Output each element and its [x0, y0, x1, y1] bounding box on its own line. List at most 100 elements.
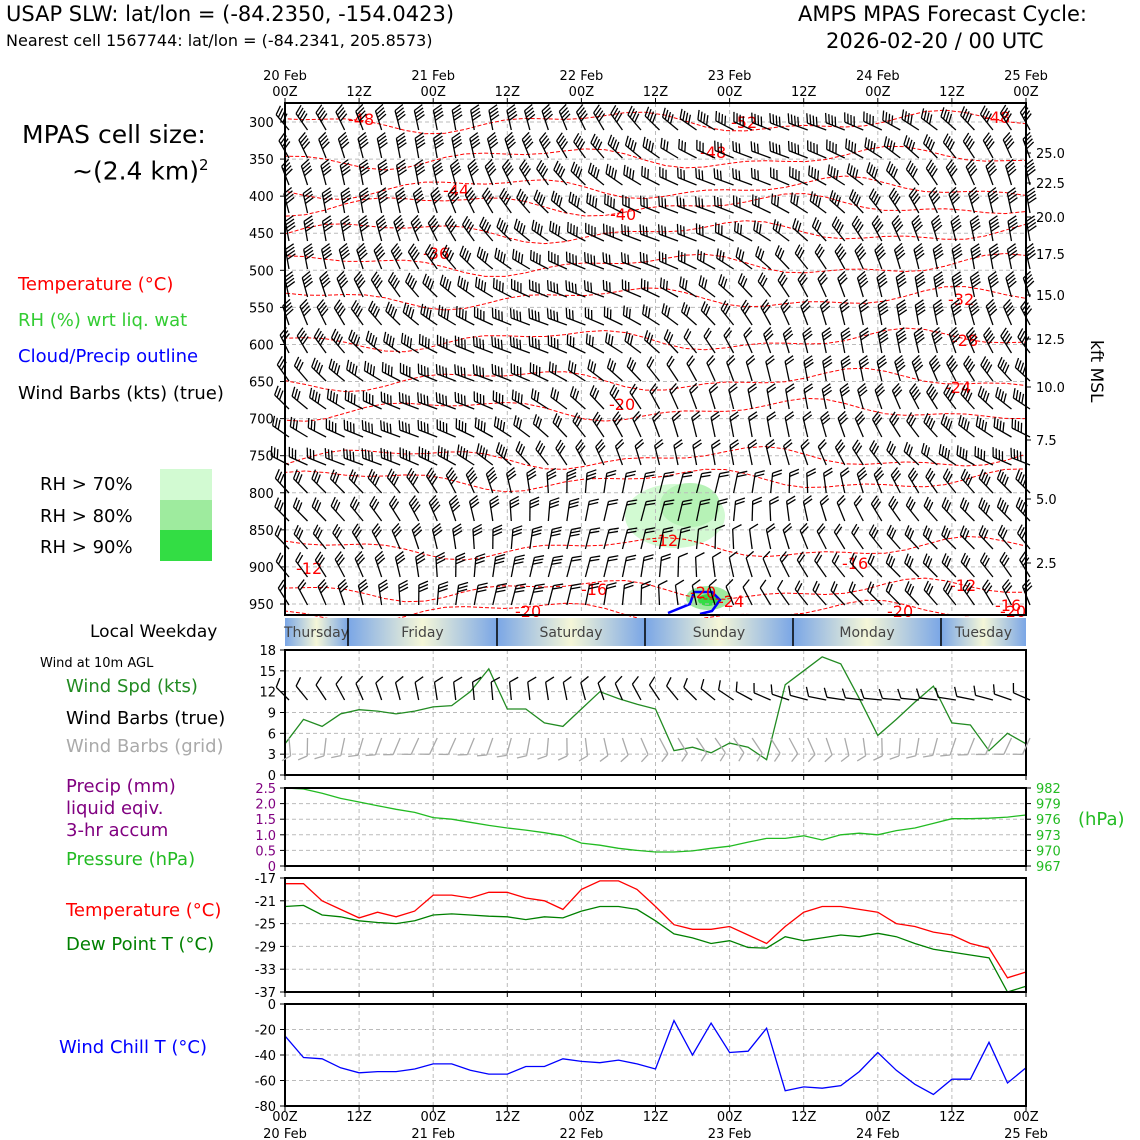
wind-barb-upper	[576, 226, 578, 237]
wind-barb-upper	[532, 525, 543, 530]
wind-barb-upper	[304, 249, 314, 257]
wind-barb-upper	[851, 141, 854, 152]
wind-barb-upper	[682, 198, 685, 209]
wind-barb-upper	[910, 165, 916, 175]
wind-barb-upper	[457, 588, 468, 593]
wind-barb-upper	[860, 361, 870, 369]
wind-barb-upper	[396, 193, 406, 201]
wind-barb-upper	[781, 277, 788, 287]
wind-barb-upper	[695, 196, 697, 207]
wind-barb-upper	[653, 414, 662, 422]
wind-barb-upper	[895, 246, 904, 254]
wind-barb-upper	[547, 474, 557, 481]
kft-tick-label: 22.5	[1036, 177, 1065, 192]
bottom-hour-label: 00Z	[420, 1110, 446, 1125]
wind-barb-upper	[537, 442, 544, 453]
wind-barb-upper	[550, 281, 552, 292]
wind-barb-upper	[894, 389, 903, 398]
wind-barb-upper	[980, 499, 986, 510]
wind-barb-upper	[571, 558, 581, 562]
wind-barb-upper	[777, 247, 783, 258]
wind-barb-upper	[853, 526, 860, 536]
wind-barb-upper	[305, 197, 314, 204]
wind-barb-upper	[470, 501, 480, 509]
wind-barb-upper	[695, 529, 700, 550]
wind-barb-upper	[870, 495, 878, 505]
wind-barb-upper	[485, 193, 493, 203]
wind-barb-upper	[458, 581, 469, 586]
wind-barb-upper	[784, 333, 794, 341]
wind-barb-upper	[610, 336, 614, 346]
wind-barb-upper	[356, 242, 365, 251]
wind-barb-upper	[515, 586, 526, 590]
wind-barb-upper	[635, 442, 645, 450]
wind-barb-upper	[475, 559, 485, 565]
wind-barb-upper	[397, 197, 407, 204]
wind-barb-upper	[962, 387, 968, 397]
wind-barb-upper	[649, 111, 655, 122]
wind-barb-grid	[677, 737, 688, 754]
wind-barb-upper	[517, 392, 520, 403]
wind-barb-upper	[999, 104, 1007, 114]
wind-barb-upper	[457, 365, 460, 376]
wind-barb-upper	[360, 141, 369, 150]
wind-barb-grid	[496, 754, 507, 758]
wind-barb-upper	[964, 111, 970, 121]
wind-barb-upper	[342, 448, 345, 459]
wind-barb-upper	[933, 246, 943, 254]
wind-barb-upper	[501, 222, 506, 233]
wind-barb-upper	[318, 557, 325, 567]
wind-barb-upper	[925, 583, 932, 593]
wind-barb-upper	[489, 495, 499, 502]
wind-barb-upper	[425, 307, 429, 318]
wind-barb-upper	[301, 270, 311, 279]
wind-barb-upper	[397, 138, 407, 146]
wind-barb-upper	[889, 411, 896, 421]
wind-barb-upper	[340, 249, 350, 257]
wind-barb-upper	[549, 500, 560, 506]
wind-barb-upper	[357, 110, 366, 119]
wind-barb-upper	[787, 113, 790, 124]
wind-barb-upper	[710, 411, 720, 418]
wind-barb-upper	[914, 330, 924, 338]
wind-barb-upper	[284, 274, 294, 282]
wind-barb-upper	[467, 193, 476, 202]
wind-barb-upper	[331, 360, 336, 371]
wind-barb-upper	[365, 330, 370, 341]
wind-barb-upper	[723, 327, 731, 336]
wind-barb-upper	[792, 218, 797, 228]
wind-barb-upper	[580, 113, 588, 122]
wind-barb-grid	[791, 753, 799, 763]
wind-barb-upper	[669, 382, 677, 392]
wind-barb-upper	[972, 281, 981, 288]
wind-barb-upper	[364, 449, 367, 460]
wind-barb-upper	[888, 443, 894, 453]
wind-barb-true	[863, 697, 882, 701]
wind-barb-upper	[996, 497, 1002, 507]
kft-tick-label: 10.0	[1036, 381, 1065, 396]
wind-barb-upper	[932, 218, 941, 226]
wind-barb-upper	[997, 356, 1003, 367]
wind-barb-upper	[520, 394, 523, 405]
wind-barb-upper	[1001, 554, 1008, 564]
pressure-tick-label: 650	[249, 376, 274, 391]
wind-barb-upper	[276, 527, 282, 538]
wind-barb-upper	[920, 108, 925, 119]
wind-barb-upper	[496, 217, 502, 228]
wind-barb-upper	[744, 305, 751, 315]
top-hour-label: 00Z	[420, 85, 446, 100]
wind-barb-upper	[785, 414, 795, 422]
wind-barb-upper	[650, 142, 654, 153]
pressure-tick-label: 550	[249, 301, 274, 316]
wind-barb-upper	[589, 582, 600, 587]
wind-barb-upper	[644, 306, 648, 317]
wind-barb-true	[718, 689, 734, 701]
wind-barb-upper	[595, 438, 603, 448]
wind-barb-upper	[396, 110, 405, 118]
wind-barb-upper	[934, 249, 944, 257]
wind-barb-upper	[914, 361, 923, 370]
wind-barb-upper	[839, 299, 849, 307]
wind-barb-upper	[971, 249, 981, 257]
wind-barb-upper	[664, 499, 675, 503]
